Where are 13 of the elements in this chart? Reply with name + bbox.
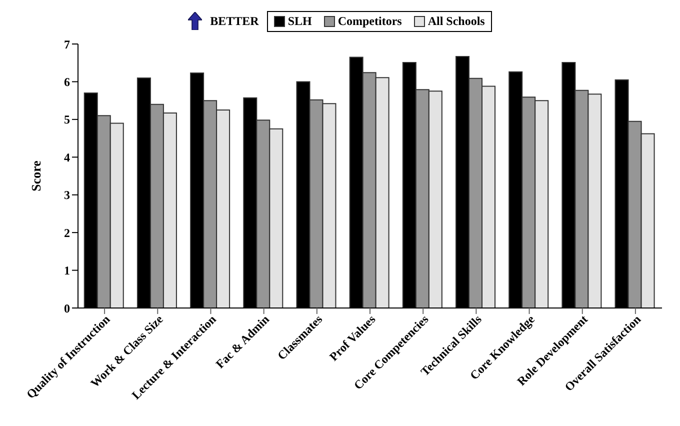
legend-label: SLH — [286, 14, 312, 28]
y-axis-title: Score — [28, 160, 44, 192]
text: BETTER — [210, 14, 259, 28]
y-tick-label: 1 — [64, 264, 70, 278]
legend-label: All Schools — [426, 14, 485, 28]
y-tick-label: 7 — [64, 37, 70, 52]
y-tick-label: 3 — [64, 188, 70, 202]
y-tick-label: 2 — [64, 226, 70, 240]
y-tick-label: 6 — [64, 74, 70, 89]
y-tick-label: 0 — [64, 301, 70, 316]
legend-label: Competitors — [336, 14, 402, 28]
y-tick-label: 4 — [64, 150, 70, 164]
y-tick-label: 5 — [64, 112, 70, 127]
